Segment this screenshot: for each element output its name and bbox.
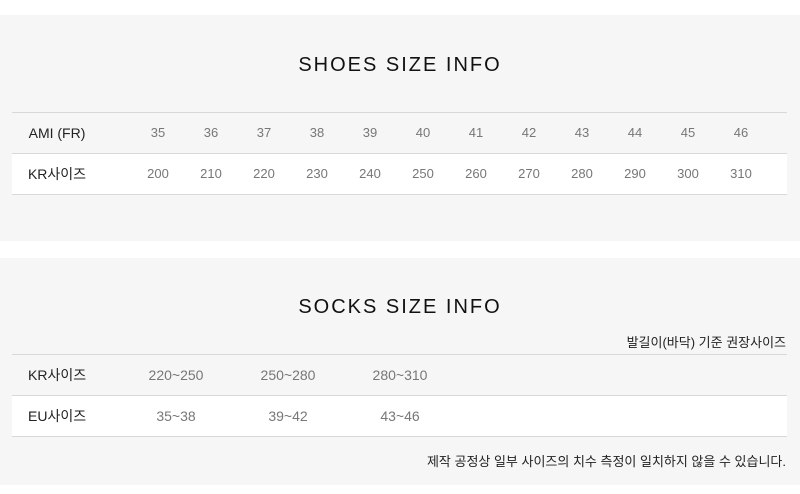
size-cell: 45 — [680, 125, 696, 140]
table-row: AMI (FR) 35 36 37 38 39 40 41 42 43 44 45 46 — [12, 113, 787, 154]
socks-note: 발길이(바닥) 기준 권장사이즈 — [626, 335, 786, 350]
row-label: KR사이즈 — [27, 166, 87, 182]
shoes-title: SHOES SIZE INFO — [298, 54, 502, 76]
size-cell: 46 — [733, 125, 749, 140]
row-label: KR사이즈 — [28, 367, 87, 383]
size-cell: 220 — [253, 166, 275, 181]
size-cell: 280 — [571, 166, 593, 181]
size-cell: 200 — [147, 166, 169, 181]
size-cell: 36 — [203, 125, 219, 140]
size-cell: 290 — [624, 166, 646, 181]
shoes-size-table: AMI (FR) 35 36 37 38 39 40 41 42 43 44 45 46 KR사이즈 200… — [12, 112, 787, 195]
size-cell: 250 — [412, 166, 434, 181]
table-row: KR사이즈 220~250 250~280 280~310 — [12, 355, 787, 396]
size-cell: 240 — [359, 166, 381, 181]
socks-size-table: KR사이즈 220~250 250~280 280~310 EU사이즈 35~38 39~4… — [12, 354, 787, 437]
size-cell: 38 — [309, 125, 325, 140]
size-cell: 260 — [465, 166, 487, 181]
socks-title: SOCKS SIZE INFO — [298, 296, 502, 318]
size-cell: 41 — [468, 125, 484, 140]
size-cell: 35 — [150, 125, 166, 140]
size-cell: 43 — [574, 125, 590, 140]
size-cell: 300 — [677, 166, 699, 181]
socks-size-section — [0, 258, 800, 485]
size-cell: 230 — [306, 166, 328, 181]
socks-footnote: 제작 공정상 일부 사이즈의 치수 측정이 일치하지 않을 수 있습니다. — [426, 454, 786, 469]
row-label: AMI (FR) — [28, 125, 86, 141]
table-row: EU사이즈 35~38 39~42 43~46 — [12, 396, 787, 437]
size-cell: 220~250 — [148, 367, 204, 383]
size-cell: 250~280 — [260, 367, 316, 383]
size-cell: 42 — [521, 125, 537, 140]
size-cell: 40 — [415, 125, 431, 140]
size-cell: 210 — [200, 166, 222, 181]
shoes-size-section — [0, 15, 800, 241]
size-cell: 43~46 — [380, 408, 420, 424]
table-row: KR사이즈 200 210 220 230 240 250 260 270 280 290 300 31… — [12, 154, 787, 195]
size-cell: 39 — [362, 125, 378, 140]
size-cell: 35~38 — [156, 408, 196, 424]
size-cell: 44 — [627, 125, 643, 140]
size-cell: 310 — [730, 166, 752, 181]
row-label: EU사이즈 — [28, 408, 87, 424]
size-cell: 280~310 — [372, 367, 428, 383]
size-cell: 270 — [518, 166, 540, 181]
size-cell: 37 — [256, 125, 272, 140]
size-cell: 39~42 — [268, 408, 308, 424]
